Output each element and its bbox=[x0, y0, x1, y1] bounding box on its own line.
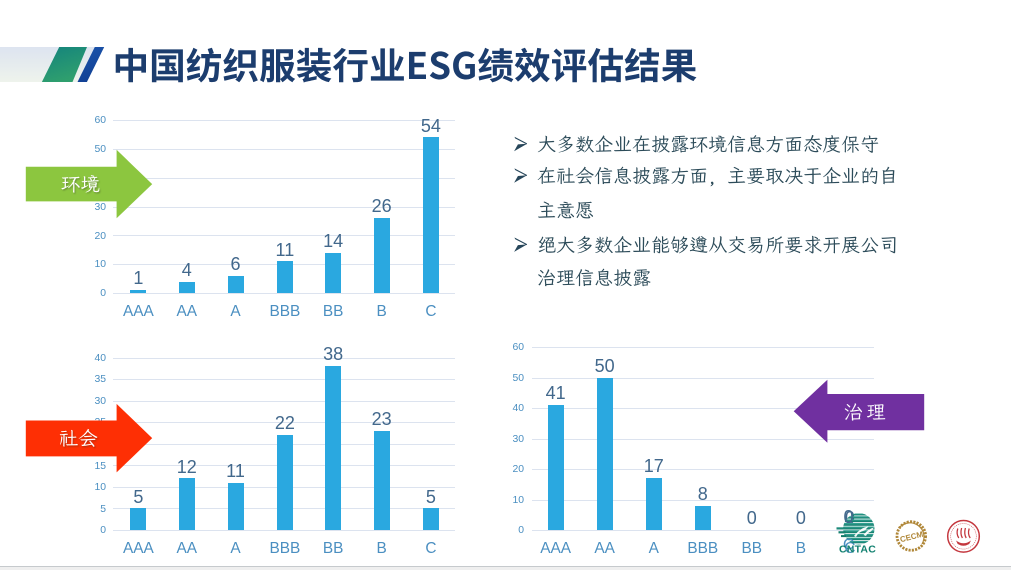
svg-text:0: 0 bbox=[843, 507, 853, 527]
svg-text:CNTAC: CNTAC bbox=[839, 544, 876, 556]
svg-text:C: C bbox=[843, 537, 854, 554]
svg-text:CECM: CECM bbox=[899, 530, 924, 545]
